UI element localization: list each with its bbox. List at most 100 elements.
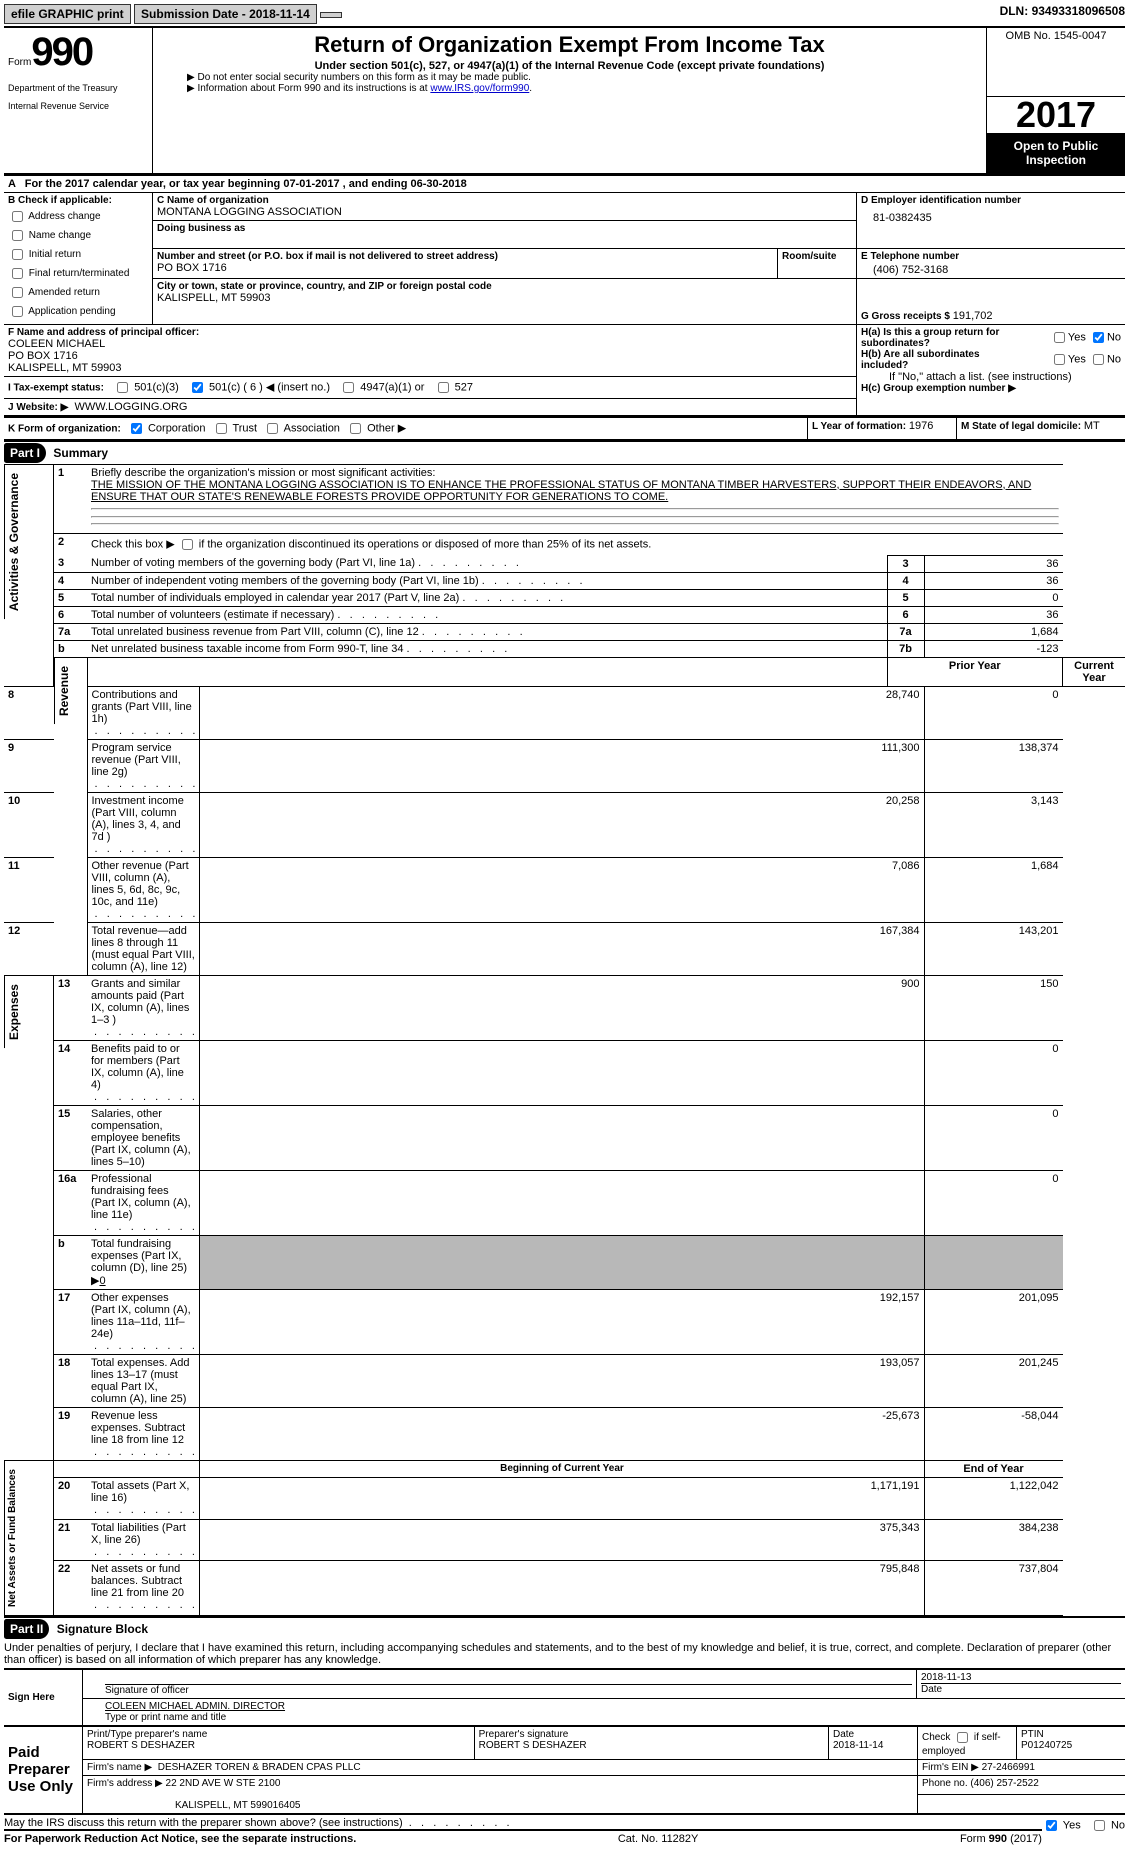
line10-text: Investment income (Part VIII, column (A)… bbox=[92, 795, 184, 843]
cat-no: Cat. No. 11282Y bbox=[618, 1833, 699, 1845]
top-bar: efile GRAPHIC print Submission Date - 20… bbox=[4, 4, 1125, 24]
line16b-val: 0 bbox=[99, 1275, 105, 1287]
form-ref: Form 990 (2017) bbox=[960, 1833, 1042, 1845]
line13-text: Grants and similar amounts paid (Part IX… bbox=[91, 978, 189, 1026]
line14-label: Benefits paid to or for members (Part IX… bbox=[87, 1040, 200, 1105]
section-a-label: A bbox=[8, 178, 16, 190]
footer-bottom: For Paperwork Reduction Act Notice, see … bbox=[4, 1829, 1042, 1845]
line22-text: Net assets or fund balances. Subtract li… bbox=[91, 1563, 184, 1599]
ha-yes-check[interactable] bbox=[1054, 332, 1065, 343]
phone-value: (406) 752-3168 bbox=[861, 262, 1121, 276]
instruction-2: ▶ Information about Form 990 and its ins… bbox=[187, 83, 982, 94]
section-i-cell: I Tax-exempt status: 501(c)(3) 501(c) ( … bbox=[4, 376, 857, 398]
line1-label: Briefly describe the organization's miss… bbox=[91, 467, 435, 479]
officer-addr2: KALISPELL, MT 59903 bbox=[8, 362, 852, 374]
line2-check[interactable] bbox=[182, 539, 193, 550]
city-label: City or town, state or province, country… bbox=[157, 281, 852, 292]
prep-date-value: 2018-11-14 bbox=[833, 1740, 913, 1751]
submission-date-value: 2018-11-14 bbox=[249, 7, 310, 21]
sign-here-table: Sign Here Signature of officer 2018-11-1… bbox=[4, 1669, 1125, 1726]
officer-name-cell: COLEEN MICHAEL ADMIN. DIRECTOR Type or p… bbox=[101, 1698, 1125, 1725]
line17-current: 201,095 bbox=[924, 1289, 1063, 1354]
application-pending-check[interactable] bbox=[12, 306, 23, 317]
address-change-check[interactable] bbox=[12, 211, 23, 222]
officer-name-value: COLEEN MICHAEL ADMIN. DIRECTOR bbox=[105, 1701, 1121, 1712]
name-change-check[interactable] bbox=[12, 230, 23, 241]
hb-note: If "No," attach a list. (see instruction… bbox=[861, 371, 1121, 383]
perjury-text: Under penalties of perjury, I declare th… bbox=[4, 1640, 1125, 1669]
501c-label: 501(c) ( 6 ) ◀ (insert no.) bbox=[209, 381, 330, 393]
line16b-label: Total fundraising expenses (Part IX, col… bbox=[87, 1235, 200, 1289]
submission-label: Submission Date - bbox=[141, 7, 249, 21]
form-number-cell: Form990 Department of the Treasury Inter… bbox=[4, 27, 153, 173]
efile-button[interactable]: efile GRAPHIC print bbox=[4, 4, 131, 24]
line12-current: 143,201 bbox=[924, 922, 1063, 975]
paid-preparer-label: Paid Preparer Use Only bbox=[4, 1726, 83, 1813]
ha-label: H(a) Is this a group return for subordin… bbox=[861, 327, 1021, 349]
submission-date-button[interactable]: Submission Date - 2018-11-14 bbox=[134, 4, 317, 24]
line14-current: 0 bbox=[924, 1040, 1063, 1105]
instr2-text: ▶ Information about Form 990 and its ins… bbox=[187, 83, 430, 94]
trust-check[interactable] bbox=[216, 423, 227, 434]
501c-check[interactable] bbox=[192, 382, 203, 393]
city-cell: City or town, state or province, country… bbox=[153, 278, 857, 324]
section-d-cell: D Employer identification number 81-0382… bbox=[857, 192, 1126, 248]
hb-yes-check[interactable] bbox=[1054, 354, 1065, 365]
line8-prior: 28,740 bbox=[200, 686, 924, 739]
expenses-label: Expenses bbox=[4, 976, 23, 1048]
final-return-check[interactable] bbox=[12, 268, 23, 279]
sign-bracket-2 bbox=[83, 1698, 102, 1725]
other-check[interactable] bbox=[350, 423, 361, 434]
amended-return-check[interactable] bbox=[12, 287, 23, 298]
section-k-cell: K Form of organization: Corporation Trus… bbox=[4, 417, 808, 440]
begin-year-header: Beginning of Current Year bbox=[200, 1460, 924, 1477]
firm-name-cell: Firm's name ▶ DESHAZER TOREN & BRADEN CP… bbox=[83, 1759, 918, 1775]
firm-addr-cell: Firm's address ▶ 22 2ND AVE W STE 2100 K… bbox=[83, 1775, 918, 1813]
form-org-label: K Form of organization: bbox=[8, 423, 121, 434]
ha-no-check[interactable] bbox=[1093, 332, 1104, 343]
line7a-label: Total unrelated business revenue from Pa… bbox=[87, 623, 887, 640]
501c3-check[interactable] bbox=[117, 382, 128, 393]
4947-check[interactable] bbox=[343, 382, 354, 393]
line5-text: Total number of individuals employed in … bbox=[91, 592, 459, 604]
domicile-value: MT bbox=[1084, 420, 1100, 432]
irs-link[interactable]: www.IRS.gov/form990 bbox=[430, 83, 529, 94]
form-word: Form bbox=[8, 57, 31, 68]
trust-label: Trust bbox=[232, 422, 257, 434]
name-change-label: Name change bbox=[29, 230, 91, 241]
other-label: Other ▶ bbox=[367, 422, 406, 434]
line7b-value: -123 bbox=[924, 640, 1063, 657]
assoc-check[interactable] bbox=[267, 423, 278, 434]
line21-current: 384,238 bbox=[924, 1519, 1063, 1561]
line22-current: 737,804 bbox=[924, 1561, 1063, 1615]
amended-return-label: Amended return bbox=[28, 287, 100, 298]
firm-name-value: DESHAZER TOREN & BRADEN CPAS PLLC bbox=[158, 1762, 361, 1773]
room-label: Room/suite bbox=[782, 251, 852, 262]
entity-info-table: B Check if applicable: Address change Na… bbox=[4, 192, 1125, 416]
line4-value: 36 bbox=[924, 572, 1063, 589]
firm-phone-cell: Phone no. (406) 257-2522 bbox=[918, 1775, 1126, 1794]
discuss-yes-check[interactable] bbox=[1046, 1820, 1057, 1831]
section-l-cell: L Year of formation: 1976 bbox=[808, 417, 957, 440]
line20-current: 1,122,042 bbox=[924, 1477, 1063, 1519]
line16a-prior bbox=[200, 1170, 924, 1235]
self-employed-check[interactable] bbox=[957, 1732, 968, 1743]
line16b-current-gray bbox=[924, 1235, 1063, 1289]
prep-name-value: ROBERT S DESHAZER bbox=[87, 1740, 470, 1751]
final-return-label: Final return/terminated bbox=[29, 268, 130, 279]
section-c-name-cell: C Name of organization MONTANA LOGGING A… bbox=[153, 192, 857, 220]
open-to-public: Open to Public Inspection bbox=[987, 133, 1125, 173]
hc-label: H(c) Group exemption number ▶ bbox=[861, 383, 1121, 394]
line13-prior: 900 bbox=[200, 975, 924, 1040]
line5-label: Total number of individuals employed in … bbox=[87, 589, 887, 606]
discuss-no-check[interactable] bbox=[1094, 1820, 1105, 1831]
hb-no-check[interactable] bbox=[1093, 354, 1104, 365]
tax-status-label: I Tax-exempt status: bbox=[8, 382, 104, 393]
initial-return-check[interactable] bbox=[12, 249, 23, 260]
corp-check[interactable] bbox=[131, 423, 142, 434]
section-f-cell: F Name and address of principal officer:… bbox=[4, 324, 857, 376]
527-check[interactable] bbox=[438, 382, 449, 393]
firm-name-label: Firm's name ▶ bbox=[87, 1762, 152, 1773]
ha-yes: Yes bbox=[1068, 331, 1086, 343]
paperwork-notice: For Paperwork Reduction Act Notice, see … bbox=[4, 1833, 356, 1845]
